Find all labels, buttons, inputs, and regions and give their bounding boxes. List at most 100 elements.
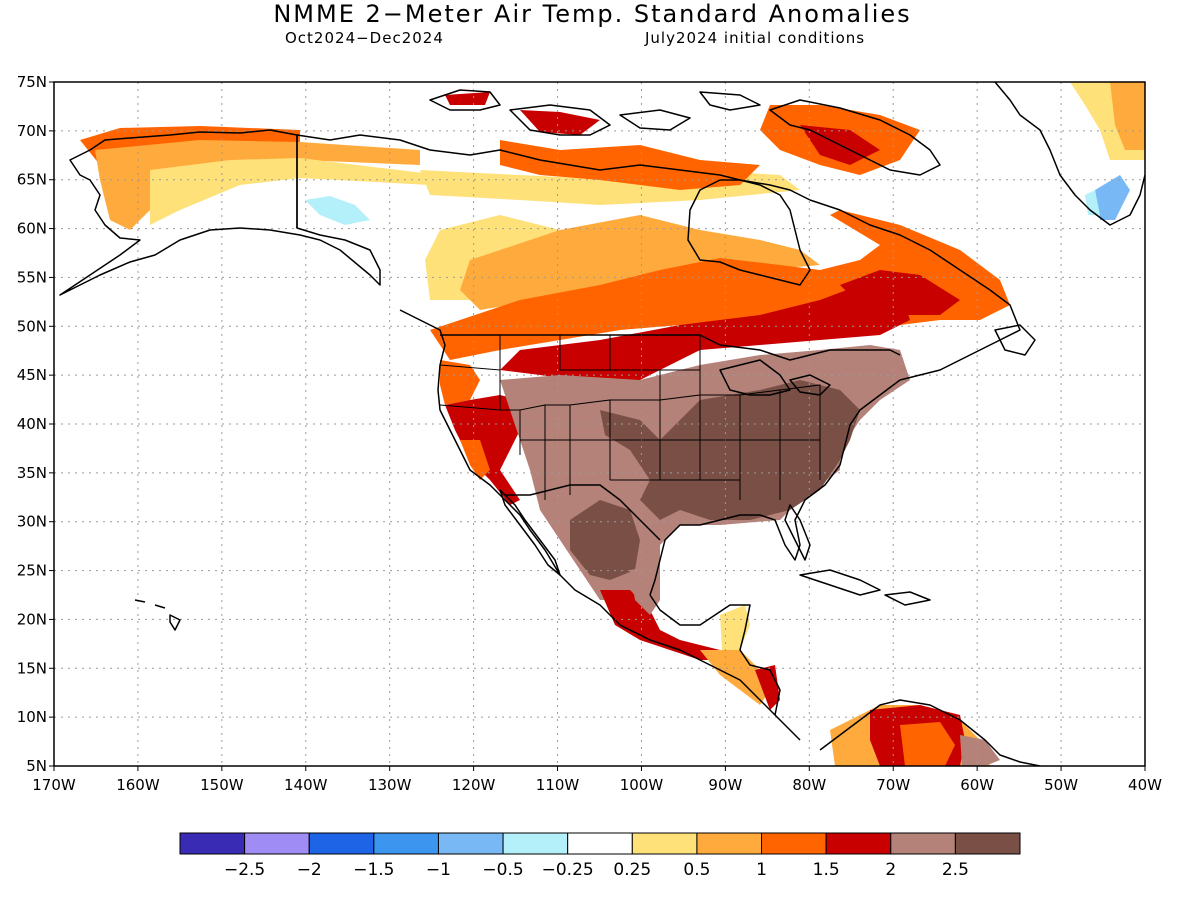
lon-tick-label: 110W [536, 776, 580, 794]
lat-tick-label: 35N [17, 464, 47, 482]
labrador-coast [809, 199, 1021, 381]
lon-tick-label: 80W [792, 776, 826, 794]
lon-tick-label: 140W [284, 776, 328, 794]
alaska-coast [59, 129, 381, 296]
colorbar-swatch [761, 832, 827, 855]
colorbar-label: 1.5 [813, 860, 840, 880]
graticule [54, 82, 1145, 766]
arctic-islands [429, 89, 761, 136]
lon-tick-label: 40W [1128, 776, 1162, 794]
arctic-darkred-2 [445, 92, 490, 105]
lon-tick-label: 120W [452, 776, 496, 794]
greenland-blue [1095, 175, 1130, 220]
colorbar-swatch [373, 832, 439, 855]
cuba [799, 569, 881, 596]
lat-tick-label: 10N [17, 708, 47, 726]
colorbar-label: −2 [297, 860, 322, 880]
newfoundland [994, 324, 1036, 356]
forecast-period: Oct2024−Dec2024 [285, 29, 444, 47]
lat-tick-label: 5N [26, 757, 47, 775]
lon-tick-label: 150W [200, 776, 244, 794]
colorbar-swatch [567, 832, 633, 855]
lat-tick-label: 70N [17, 122, 47, 140]
us-east-coast [649, 379, 901, 596]
coastlines [59, 82, 1145, 766]
canada-lightorange [460, 215, 820, 310]
lon-tick-label: 160W [116, 776, 160, 794]
mexico-brown-dark [570, 500, 640, 580]
colorbar-label: −1 [426, 860, 451, 880]
hawaii [134, 599, 181, 631]
yukon-cyan [305, 196, 370, 225]
greenland-coast [994, 82, 1145, 226]
colorbar-swatch [308, 832, 375, 855]
hudson-bay-coast [687, 179, 811, 286]
colorbar-label: −2.5 [224, 860, 265, 880]
lon-tick-label: 130W [368, 776, 412, 794]
south-america-coast [819, 699, 1041, 766]
arctic-redorange [500, 140, 760, 190]
colorbar-label: 2 [885, 860, 896, 880]
colorbar-swatch [437, 832, 504, 855]
greenland-lightorange [1110, 82, 1145, 150]
alaska-anomaly-lightorange [95, 140, 420, 230]
lon-tick-label: 100W [620, 776, 664, 794]
lon-tick-label: 90W [708, 776, 742, 794]
canada-arctic-coast [296, 134, 811, 201]
lon-tick-label: 70W [876, 776, 910, 794]
hispaniola [884, 591, 931, 606]
colorbar-label: −0.5 [482, 860, 523, 880]
colorbar-swatch [825, 832, 892, 855]
colorbar-label: 2.5 [942, 860, 969, 880]
colorbar-swatch [502, 832, 569, 855]
colorbar-label: 0.25 [613, 860, 651, 880]
florida [784, 504, 811, 561]
colorbar-swatch [696, 832, 763, 855]
west-coast-orange [460, 440, 490, 480]
mexico-brown-light [630, 565, 660, 615]
longitude-axis: 170W 160W 150W 140W 130W 120W 110W 100W 90W 80W 70… [32, 766, 1162, 794]
initial-conditions: July2024 initial conditions [645, 29, 866, 47]
lat-tick-label: 60N [17, 220, 47, 238]
lon-tick-label: 60W [960, 776, 994, 794]
state-lines [439, 335, 821, 500]
anomaly-shading [80, 82, 1145, 766]
baja [499, 489, 561, 576]
colorbar-swatch [244, 832, 310, 855]
quebec-red [840, 270, 960, 315]
baffin-island [769, 99, 941, 176]
colorbar-label: −0.25 [542, 860, 594, 880]
canada-red-band [500, 285, 910, 385]
us-canada-border [440, 334, 901, 361]
sa-orange [900, 722, 955, 766]
colorbar-swatch [179, 832, 246, 855]
map-title: NMME 2−Meter Air Temp. Standard Anomalie… [273, 0, 912, 28]
colorbar-label: 0.5 [683, 860, 710, 880]
colorbar-swatch [954, 832, 1021, 855]
us-west-coast [399, 309, 801, 741]
lat-tick-label: 50N [17, 317, 47, 335]
latitude-axis: 75N 70N 65N 60N 55N 50N 45N 40N 35N 30N 25N 20N 15N 1… [17, 73, 54, 775]
lat-tick-label: 45N [17, 366, 47, 384]
mexico-red [600, 590, 730, 660]
lat-tick-label: 65N [17, 171, 47, 189]
lon-tick-label: 170W [32, 776, 76, 794]
lat-tick-label: 15N [17, 659, 47, 677]
colorbar: −2.5 −2 −1.5 −1 −0.5 −0.25 0.25 0.5 1 1.5 2 2.5 [179, 832, 1021, 880]
mexico-gulf-coast [649, 594, 781, 716]
lon-tick-label: 50W [1044, 776, 1078, 794]
alaska-anomaly-yellow [150, 158, 440, 225]
pacificnw-orange [440, 360, 480, 405]
us-brown-dark [600, 380, 860, 520]
colorbar-swatch [631, 832, 698, 855]
lat-tick-label: 30N [17, 513, 47, 531]
colorbar-label: −1.5 [353, 860, 394, 880]
lat-tick-label: 40N [17, 415, 47, 433]
us-mexico-border [505, 484, 661, 541]
arctic-darkred [520, 110, 600, 135]
colorbar-swatch [890, 832, 956, 855]
lat-tick-label: 75N [17, 73, 47, 91]
sa-brown [960, 735, 1000, 766]
lat-tick-label: 25N [17, 562, 47, 580]
